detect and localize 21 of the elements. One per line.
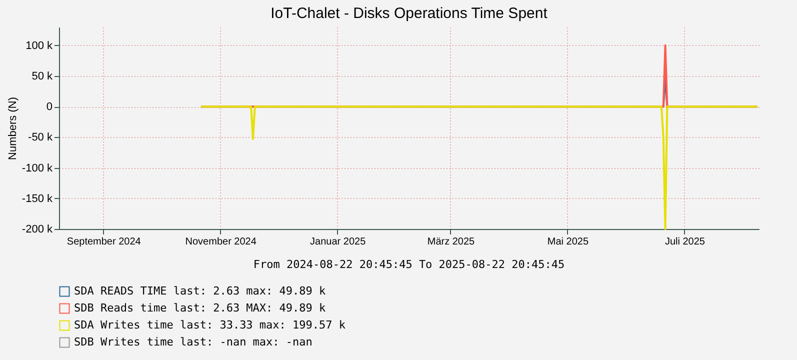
y-axis-title: Numbers (N) [6, 97, 19, 160]
x-tick-label: Juli 2025 [664, 236, 706, 248]
y-tick-label: -100 k [22, 162, 53, 174]
legend-label: SDA READS TIME last: 2.63 max: 49.89 k [74, 284, 326, 298]
y-tick-label: -50 k [28, 132, 53, 144]
legend-label: SDA Writes time last: 33.33 max: 199.57 k [74, 318, 346, 332]
chart-title: IoT-Chalet - Disks Operations Time Spent [270, 5, 548, 22]
x-tick-label: September 2024 [66, 236, 142, 248]
x-tick-label: Mai 2025 [547, 236, 589, 248]
x-tick-label: Januar 2025 [310, 236, 366, 248]
x-tick-label: März 2025 [427, 236, 476, 248]
legend-label: SDB Writes time last: -nan max: -nan [74, 336, 312, 348]
y-tick-label: 0 [46, 101, 52, 114]
y-tick-label: 50 k [32, 70, 53, 82]
x-tick-label: November 2024 [185, 236, 257, 248]
legend-label: SDB Reads time last: 2.63 MAX: 49.89 k [74, 302, 326, 314]
y-tick-label: 100 k [26, 40, 53, 52]
text: From 2024-08-22 20:45:45 To 2025-08-22 20:45:45 [253, 258, 565, 271]
y-tick-label: -200 k [22, 224, 53, 236]
y-tick-label: -150 k [22, 192, 53, 205]
line-series [200, 106, 758, 230]
